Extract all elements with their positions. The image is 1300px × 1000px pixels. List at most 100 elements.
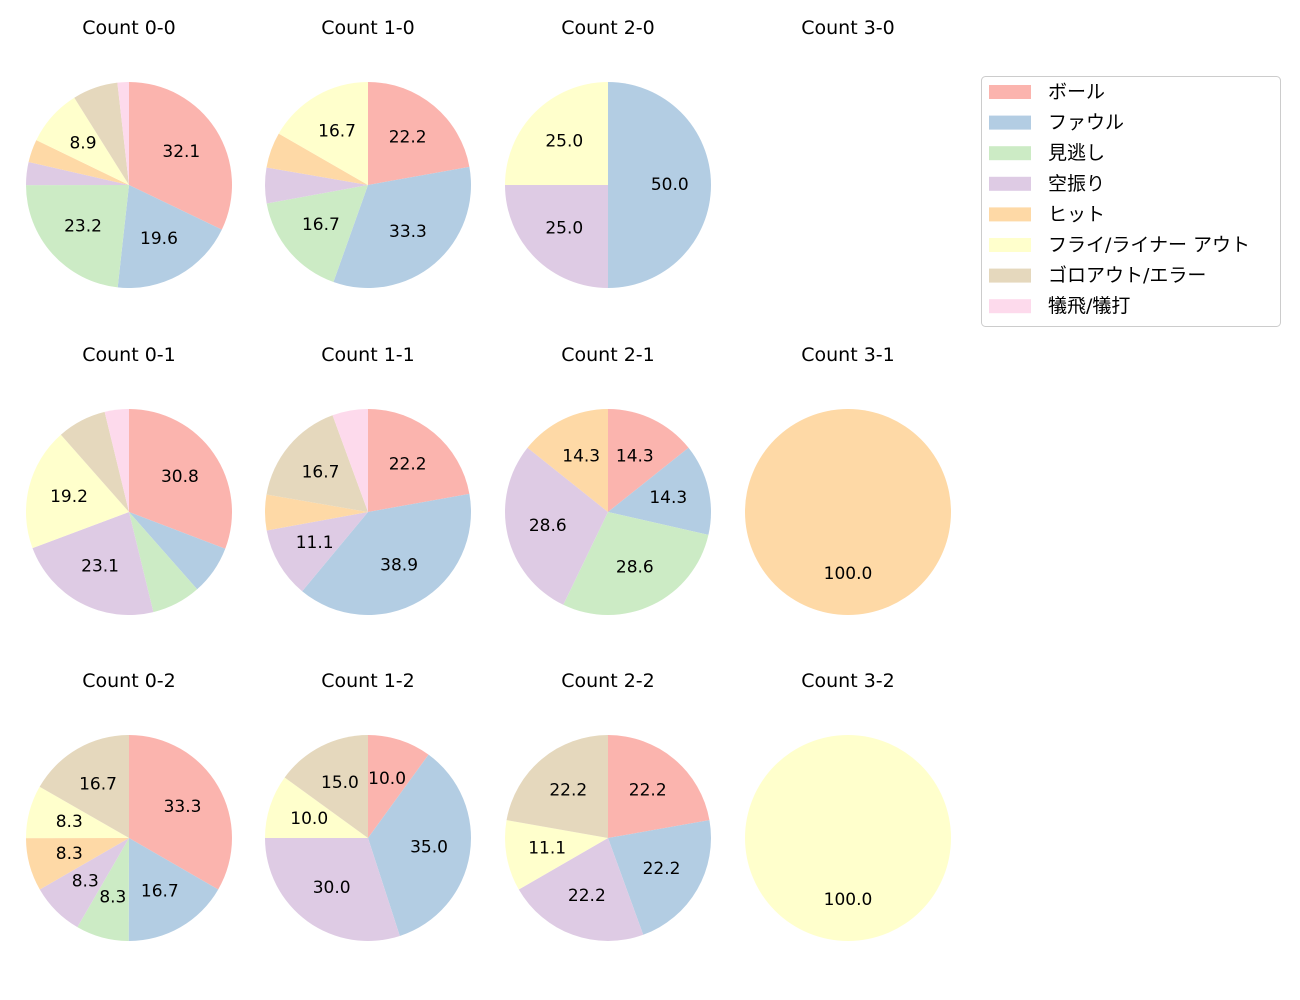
slice-label: 16.7 [302, 215, 340, 235]
subplot-title: Count 3-0 [801, 17, 895, 39]
slice-label: 35.0 [410, 838, 448, 858]
slice-label: 33.3 [164, 797, 202, 817]
pie-slice [129, 512, 226, 590]
pie-slice [32, 512, 154, 615]
legend-swatch [989, 85, 1031, 99]
slice-label: 22.2 [568, 886, 606, 906]
slice-label: 30.8 [161, 467, 199, 487]
legend-swatch [989, 146, 1031, 161]
pie-slice [506, 735, 608, 838]
slice-label: 22.2 [643, 859, 681, 879]
subplot-title: Count 2-0 [561, 17, 655, 39]
pie-slice [333, 166, 471, 288]
slice-label: 25.0 [545, 219, 583, 239]
pie-slice [39, 838, 129, 928]
subplot-title: Count 0-2 [82, 670, 176, 692]
legend-swatch [989, 238, 1031, 252]
pie-slice [608, 820, 711, 935]
pie-slice [26, 162, 129, 186]
slice-label: 19.2 [50, 487, 88, 507]
slice-label: 33.3 [389, 222, 427, 242]
pie-slice [332, 409, 368, 512]
pie-slice [265, 494, 368, 531]
legend-swatch [989, 207, 1031, 222]
pie-slice [266, 185, 368, 283]
pie-slice [745, 409, 951, 615]
slice-label: 10.0 [290, 809, 328, 829]
pie-slice [266, 133, 368, 185]
slice-label: 8.3 [56, 844, 83, 864]
pie-slice [504, 820, 608, 890]
pie-slice [117, 185, 222, 289]
slice-label: 22.2 [389, 455, 427, 475]
slice-label: 22.2 [389, 128, 427, 148]
pie-slice [265, 777, 368, 838]
slice-label: 10.0 [368, 769, 406, 789]
slice-label: 11.1 [528, 839, 566, 859]
slice-label: 50.0 [651, 175, 689, 195]
slice-label: 8.3 [99, 888, 126, 908]
slice-label: 14.3 [562, 446, 600, 466]
subplot-title: Count 2-1 [561, 344, 655, 366]
pie-slice [117, 82, 129, 185]
pie-slice [608, 447, 711, 535]
legend-label: フライ/ライナー アウト [1048, 234, 1250, 256]
legend-swatch [989, 268, 1031, 283]
pie-slice [368, 409, 470, 512]
pie-slice [368, 82, 470, 185]
pie-slice [505, 82, 608, 185]
pie-subplot: Count 1-1 22.2 38.9 11.1 16.7 [265, 344, 472, 615]
pie-slice [26, 786, 129, 839]
pie-slice [505, 447, 608, 605]
slice-label: 32.1 [162, 142, 200, 162]
slice-label: 8.3 [56, 812, 83, 832]
slice-label: 30.0 [313, 878, 351, 898]
pie-slice [265, 838, 400, 941]
pie-slice [36, 97, 129, 185]
pie-subplot: Count 0-233.316.78.38.38.38.316.7 [26, 670, 232, 941]
pie-slice [129, 735, 232, 890]
pie-slice [527, 409, 608, 512]
pie-slice [128, 838, 219, 941]
pie-slice [368, 735, 429, 838]
slice-label: 11.1 [296, 533, 334, 553]
slice-label: 38.9 [380, 555, 418, 575]
pie-slice [26, 185, 129, 288]
pie-slice [278, 82, 368, 185]
pie-slice [608, 735, 710, 838]
pie-slice [28, 140, 130, 185]
pie-slice [129, 512, 198, 613]
slice-label: 14.3 [649, 488, 687, 508]
slice-label: 8.3 [72, 872, 99, 892]
subplot-title: Count 0-1 [82, 344, 176, 366]
slice-label: 28.6 [616, 558, 654, 578]
slice-label: 23.1 [81, 557, 119, 577]
legend-swatch [989, 176, 1031, 191]
legend-label: 見逃し [1048, 142, 1105, 164]
legend-label: 犠飛/犠打 [1048, 295, 1130, 317]
legend-label: ファウル [1048, 112, 1124, 134]
legend-label: 空振り [1048, 173, 1105, 195]
subplot-title: Count 3-1 [801, 344, 895, 366]
pie-subplot: Count 3-2 100.0 [745, 670, 951, 941]
legend-swatch [989, 115, 1031, 130]
slice-label: 100.0 [824, 564, 873, 584]
subplot-title: Count 1-2 [321, 670, 415, 692]
pie-subplot: Count 2-0 50.0 25.0 25.0 [505, 17, 711, 288]
pie-subplot: Count 0-1 30.8 23.1 19.2 [25, 344, 232, 615]
pie-subplot: Count 3-1 100.0 [745, 344, 951, 615]
pie-slice [74, 82, 129, 185]
subplot-title: Count 0-0 [82, 17, 176, 39]
legend-label: ボール [1048, 81, 1105, 103]
pie-subplot: Count 2-1 14.3 14.3 28.6 28.6 14.3 [505, 344, 711, 616]
slice-label: 16.7 [141, 882, 179, 902]
pie-slice [266, 512, 368, 592]
slice-label: 25.0 [545, 131, 583, 151]
pie-subplot: Count 0-0 32.1 19.6 23.2 8.9 [26, 17, 233, 289]
pie-slice [266, 415, 368, 512]
pie-slice [608, 82, 711, 288]
pie-slice [77, 838, 129, 941]
legend-label: ヒット [1048, 203, 1105, 225]
slice-label: 14.3 [616, 446, 654, 466]
